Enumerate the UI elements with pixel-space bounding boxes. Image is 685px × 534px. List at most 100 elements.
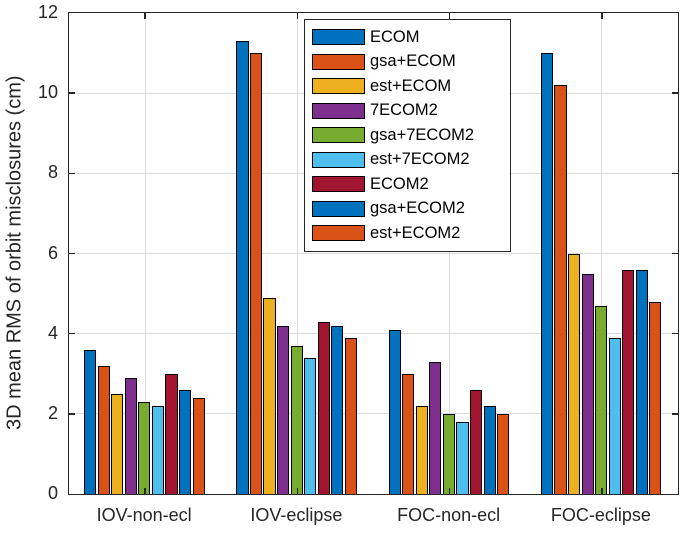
x-tick-mark-bottom — [601, 488, 603, 494]
legend-label: ECOM — [370, 27, 420, 46]
bar-est+ECOM-FOC-eclipse — [567, 253, 581, 494]
legend-item: gsa+7ECOM2 — [312, 123, 502, 148]
bar-ECOM-FOC-non-ecl — [388, 329, 401, 494]
y-tick-label: 10 — [37, 82, 58, 103]
y-gridline — [69, 253, 678, 254]
legend-swatch-ECOM — [312, 29, 365, 46]
x-tick-mark-bottom — [448, 488, 451, 494]
bar-7ECOM2-FOC-non-ecl — [429, 361, 442, 494]
legend-swatch-ECOM2 — [312, 176, 365, 193]
legend-label: gsa+7ECOM2 — [370, 125, 475, 144]
legend-label: ECOM2 — [370, 174, 429, 193]
y-tick-mark-left — [69, 92, 75, 94]
bar-ECOM-IOV-eclipse — [236, 41, 249, 494]
bar-gsa+ECOM2-IOV-eclipse — [331, 325, 344, 494]
legend-swatch-est+ECOM — [312, 78, 365, 95]
y-tick-mark-right — [672, 413, 678, 415]
bar-gsa+ECOM2-IOV-non-ecl — [179, 389, 192, 494]
legend-item: est+ECOM — [312, 74, 502, 99]
bar-ECOM2-IOV-non-ecl — [165, 373, 178, 494]
bar-ECOM2-IOV-eclipse — [317, 321, 330, 494]
y-tick-mark-right — [672, 252, 678, 255]
bar-gsa+ECOM-IOV-non-ecl — [97, 365, 110, 494]
legend-label: est+7ECOM2 — [370, 150, 470, 169]
legend-label: est+ECOM2 — [370, 223, 461, 242]
plot-area: ECOM gsa+ECOM est+ECOM 7ECOM2 gsa+7ECOM2 est+… — [68, 12, 679, 495]
x-category-label: FOC-non-ecl — [397, 505, 501, 525]
bar-est+ECOM2-IOV-non-ecl — [192, 397, 205, 494]
y-tick-label: 2 — [47, 402, 58, 423]
y-tick-mark-left — [69, 332, 75, 335]
bar-ECOM-IOV-non-ecl — [84, 349, 97, 494]
legend-label: gsa+ECOM2 — [370, 199, 465, 218]
y-tick-label: 0 — [47, 483, 58, 503]
legend-item: ECOM2 — [312, 172, 502, 197]
x-gridline — [296, 13, 298, 494]
legend-swatch-est+ECOM2 — [312, 225, 365, 242]
bar-7ECOM2-FOC-eclipse — [581, 273, 594, 494]
x-gridline — [449, 13, 451, 494]
bar-ECOM2-FOC-non-ecl — [469, 389, 483, 494]
x-tick-mark-top — [601, 13, 603, 19]
x-gridline — [144, 13, 146, 494]
legend-item: gsa+ECOM2 — [312, 197, 502, 222]
bar-7ECOM2-IOV-non-ecl — [124, 377, 137, 494]
legend-swatch-gsa+ECOM — [312, 53, 365, 70]
x-category-label: FOC-eclipse — [550, 505, 651, 525]
bar-est+7ECOM2-FOC-non-ecl — [456, 421, 469, 494]
legend-swatch-gsa+ECOM2 — [312, 200, 365, 217]
bar-gsa+ECOM2-FOC-eclipse — [635, 269, 648, 494]
y-tick-mark-left — [69, 252, 75, 255]
x-category-label: IOV-eclipse — [250, 505, 343, 525]
bar-gsa+ECOM-IOV-eclipse — [249, 53, 263, 494]
legend-item: ECOM — [312, 25, 502, 50]
x-gridline — [601, 13, 603, 494]
y-tick-label: 4 — [47, 322, 58, 343]
legend-swatch-gsa+7ECOM2 — [312, 127, 365, 144]
legend-label: 7ECOM2 — [370, 101, 438, 120]
bar-gsa+7ECOM2-FOC-eclipse — [595, 305, 608, 494]
bar-gsa+7ECOM2-IOV-eclipse — [290, 345, 303, 494]
bar-est+7ECOM2-FOC-eclipse — [608, 337, 621, 494]
legend-label: est+ECOM — [370, 76, 452, 95]
bar-est+ECOM-IOV-non-ecl — [111, 393, 124, 494]
y-tick-label: 8 — [47, 162, 58, 183]
y-tick-mark-right — [672, 332, 678, 335]
legend-item: gsa+ECOM — [312, 50, 502, 75]
y-gridline — [69, 333, 678, 335]
bar-ECOM2-FOC-eclipse — [622, 269, 635, 494]
bar-gsa+7ECOM2-FOC-non-ecl — [442, 413, 455, 494]
x-tick-mark-top — [144, 13, 146, 19]
x-tick-mark-bottom — [144, 488, 146, 494]
bar-est+ECOM2-IOV-eclipse — [344, 337, 357, 494]
y-tick-label: 12 — [37, 2, 58, 22]
legend-swatch-est+7ECOM2 — [312, 151, 365, 168]
y-gridline — [69, 413, 678, 415]
y-tick-mark-right — [672, 172, 678, 175]
bar-gsa+ECOM-FOC-non-ecl — [402, 373, 415, 494]
bar-est+ECOM-IOV-eclipse — [263, 297, 276, 494]
x-category-label: IOV-non-ecl — [96, 505, 192, 525]
legend-item: 7ECOM2 — [312, 99, 502, 124]
bar-est+ECOM2-FOC-eclipse — [649, 301, 662, 494]
bar-est+7ECOM2-IOV-eclipse — [304, 357, 317, 494]
y-tick-mark-left — [69, 172, 75, 175]
x-tick-mark-top — [296, 13, 299, 19]
legend-item: est+7ECOM2 — [312, 148, 502, 173]
y-tick-mark-left — [69, 413, 75, 415]
bar-ECOM-FOC-eclipse — [540, 53, 554, 494]
bar-est+7ECOM2-IOV-non-ecl — [151, 405, 165, 494]
bar-est+ECOM-FOC-non-ecl — [415, 405, 428, 494]
legend-label: gsa+ECOM — [370, 52, 456, 71]
bar-gsa+ECOM-FOC-eclipse — [554, 85, 567, 494]
legend-item: est+ECOM2 — [312, 221, 502, 246]
legend-swatch-7ECOM2 — [312, 102, 365, 119]
bar-7ECOM2-IOV-eclipse — [277, 325, 290, 494]
bar-gsa+7ECOM2-IOV-non-ecl — [138, 401, 151, 494]
y-tick-label: 6 — [47, 242, 58, 263]
x-tick-mark-top — [448, 13, 451, 19]
y-tick-mark-right — [672, 92, 678, 94]
legend: ECOM gsa+ECOM est+ECOM 7ECOM2 gsa+7ECOM2 est+… — [304, 19, 511, 252]
bar-est+ECOM2-FOC-non-ecl — [497, 413, 510, 494]
